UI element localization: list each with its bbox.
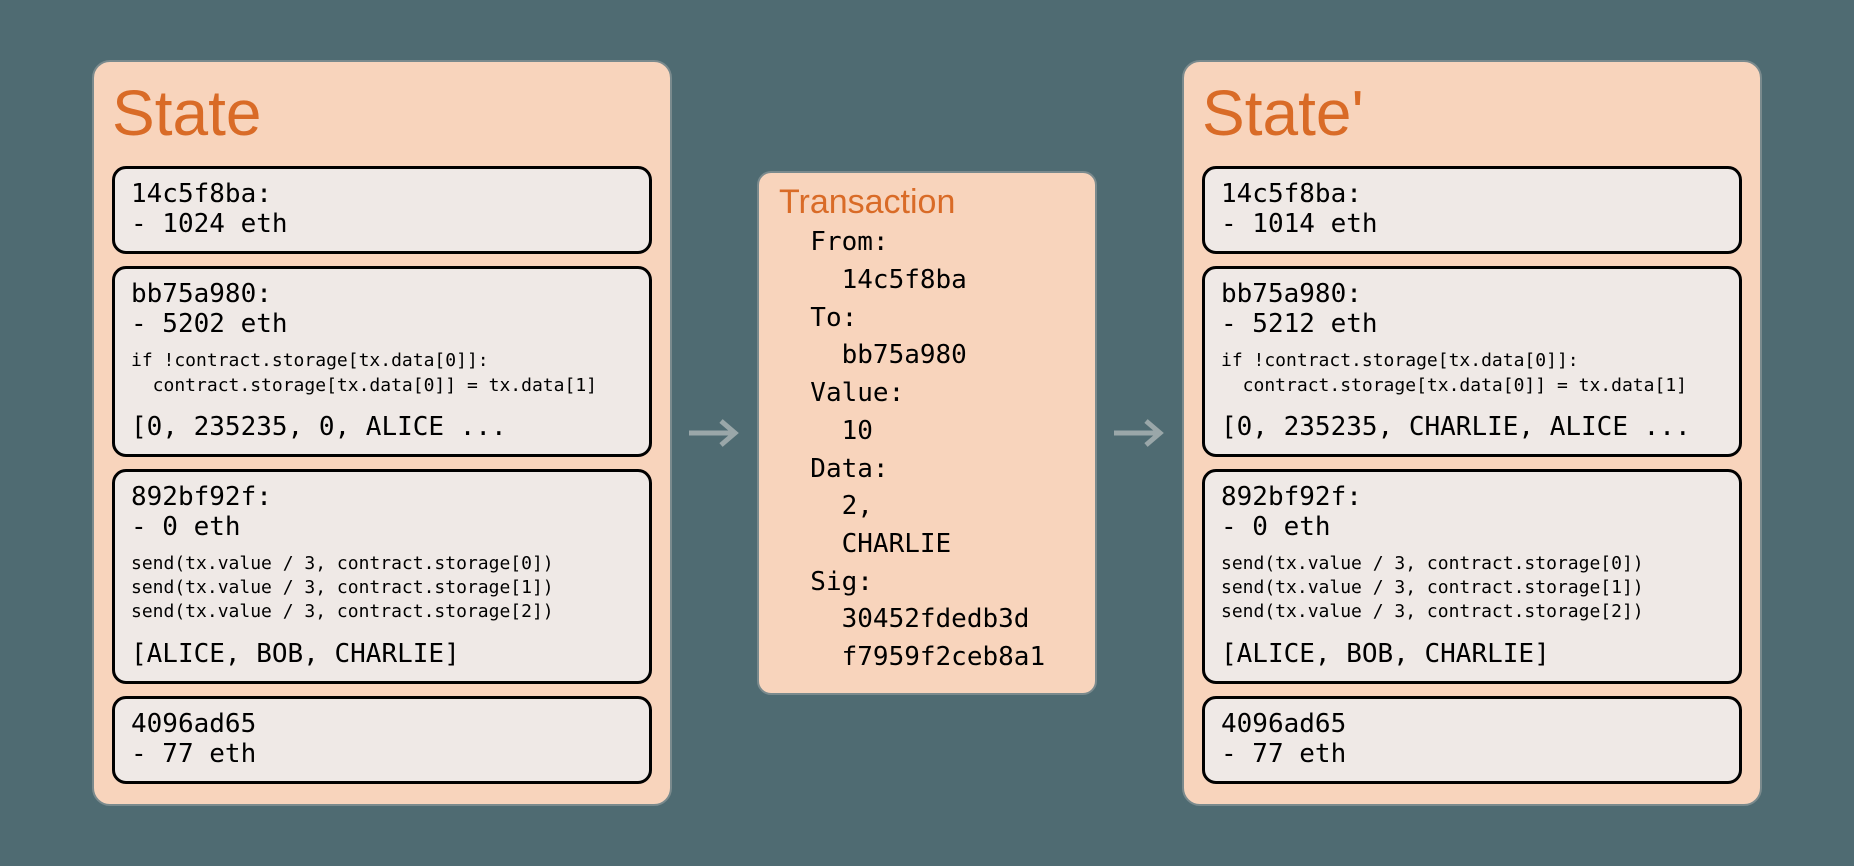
transaction-title: Transaction	[779, 183, 1075, 222]
account-box: 4096ad65 - 77 eth	[1202, 696, 1742, 784]
account-box: 14c5f8ba: - 1014 eth	[1202, 166, 1742, 254]
arrow-icon	[1112, 413, 1167, 453]
account-box: bb75a980: - 5212 eth if !contract.storag…	[1202, 266, 1742, 457]
account-balance: - 77 eth	[131, 739, 633, 769]
account-storage: [ALICE, BOB, CHARLIE]	[1221, 639, 1723, 669]
account-address: 892bf92f:	[131, 482, 633, 512]
arrow-icon	[687, 413, 742, 453]
account-storage: [ALICE, BOB, CHARLIE]	[131, 639, 633, 669]
transaction-panel: Transaction From: 14c5f8ba To: bb75a980 …	[757, 171, 1097, 694]
account-address: 14c5f8ba:	[131, 179, 633, 209]
account-storage: [0, 235235, 0, ALICE ...	[131, 412, 633, 442]
account-balance: - 5202 eth	[131, 309, 633, 339]
account-address: bb75a980:	[1221, 279, 1723, 309]
account-address: 4096ad65	[1221, 709, 1723, 739]
account-code: send(tx.value / 3, contract.storage[0]) …	[131, 552, 633, 625]
account-box: 892bf92f: - 0 eth send(tx.value / 3, con…	[112, 469, 652, 684]
account-balance: - 77 eth	[1221, 739, 1723, 769]
state-before-title: State	[112, 76, 652, 150]
state-after-title: State'	[1202, 76, 1742, 150]
account-box: 14c5f8ba: - 1024 eth	[112, 166, 652, 254]
account-code: if !contract.storage[tx.data[0]]: contra…	[1221, 349, 1723, 398]
account-address: 892bf92f:	[1221, 482, 1723, 512]
account-address: bb75a980:	[131, 279, 633, 309]
account-code: if !contract.storage[tx.data[0]]: contra…	[131, 349, 633, 398]
account-address: 14c5f8ba:	[1221, 179, 1723, 209]
account-box: 892bf92f: - 0 eth send(tx.value / 3, con…	[1202, 469, 1742, 684]
account-balance: - 1014 eth	[1221, 209, 1723, 239]
account-box: bb75a980: - 5202 eth if !contract.storag…	[112, 266, 652, 457]
state-before-panel: State 14c5f8ba: - 1024 eth bb75a980: - 5…	[92, 60, 672, 805]
account-balance: - 1024 eth	[131, 209, 633, 239]
state-after-panel: State' 14c5f8ba: - 1014 eth bb75a980: - …	[1182, 60, 1762, 805]
account-code: send(tx.value / 3, contract.storage[0]) …	[1221, 552, 1723, 625]
account-balance: - 0 eth	[1221, 512, 1723, 542]
account-box: 4096ad65 - 77 eth	[112, 696, 652, 784]
account-address: 4096ad65	[131, 709, 633, 739]
account-balance: - 5212 eth	[1221, 309, 1723, 339]
transaction-body: From: 14c5f8ba To: bb75a980 Value: 10 Da…	[779, 224, 1075, 676]
account-balance: - 0 eth	[131, 512, 633, 542]
account-storage: [0, 235235, CHARLIE, ALICE ...	[1221, 412, 1723, 442]
